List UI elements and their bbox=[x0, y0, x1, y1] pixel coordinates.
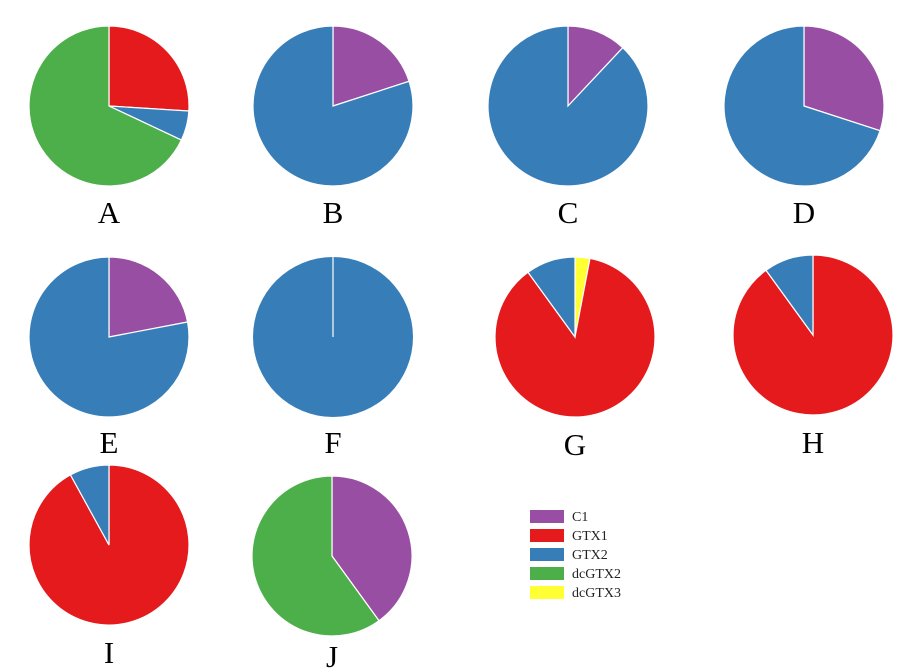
pie-E: E bbox=[28, 256, 190, 460]
pie-slice-GTX2 bbox=[765, 254, 814, 337]
legend-swatch-GTX1 bbox=[530, 529, 564, 542]
pie-J: J bbox=[251, 475, 413, 672]
pie-slice-GTX2 bbox=[527, 256, 576, 339]
pie-charts-group: A B C D E F G H I J bbox=[28, 25, 894, 672]
pie-slice-GTX2 bbox=[69, 464, 110, 546]
pie-label: D bbox=[793, 195, 815, 230]
pie-label: G bbox=[564, 427, 586, 462]
legend-label-GTX1: GTX1 bbox=[572, 529, 608, 544]
pie-slice-C1 bbox=[108, 256, 189, 338]
pie-slice-GTX1 bbox=[108, 25, 190, 112]
pie-H: H bbox=[732, 254, 894, 460]
pie-label: A bbox=[98, 195, 121, 230]
pie-label: C bbox=[558, 195, 579, 230]
pie-slice-GTX2 bbox=[252, 25, 414, 187]
legend-label-dcGTX3: dcGTX3 bbox=[572, 586, 621, 601]
pie-slice-GTX2 bbox=[487, 25, 649, 187]
legend-label-C1: C1 bbox=[572, 510, 588, 525]
pie-label: F bbox=[324, 425, 341, 460]
pie-D: D bbox=[723, 25, 885, 230]
legend-label-dcGTX2: dcGTX2 bbox=[572, 567, 621, 582]
pie-label: J bbox=[326, 639, 338, 672]
pie-slice-dcGTX2 bbox=[28, 25, 183, 187]
pie-slice-GTX2 bbox=[28, 256, 190, 418]
pie-label: H bbox=[802, 425, 824, 460]
pie-label: I bbox=[104, 635, 114, 670]
pie-G: G bbox=[494, 256, 656, 462]
legend: C1 GTX1 GTX2 dcGTX2 dcGTX3 bbox=[530, 510, 621, 601]
pie-slice-C1 bbox=[332, 25, 410, 107]
pie-slice-C1 bbox=[331, 475, 413, 622]
pie-label: B bbox=[323, 195, 344, 230]
legend-label-GTX2: GTX2 bbox=[572, 548, 608, 563]
pie-slice-C1 bbox=[803, 25, 885, 132]
legend-swatch-dcGTX2 bbox=[530, 567, 564, 580]
pie-slice-C1 bbox=[567, 25, 624, 108]
pie-label: E bbox=[100, 425, 119, 460]
pie-C: C bbox=[487, 25, 649, 230]
legend-swatch-dcGTX3 bbox=[530, 586, 564, 599]
pie-slice-dcGTX2 bbox=[251, 475, 380, 637]
pie-I: I bbox=[28, 464, 190, 670]
pie-A: A bbox=[28, 25, 190, 230]
legend-swatch-GTX2 bbox=[530, 548, 564, 561]
pie-B: B bbox=[252, 25, 414, 230]
pie-slice-GTX2 bbox=[723, 25, 881, 187]
legend-swatch-C1 bbox=[530, 510, 564, 523]
pie-F: F bbox=[253, 257, 413, 460]
